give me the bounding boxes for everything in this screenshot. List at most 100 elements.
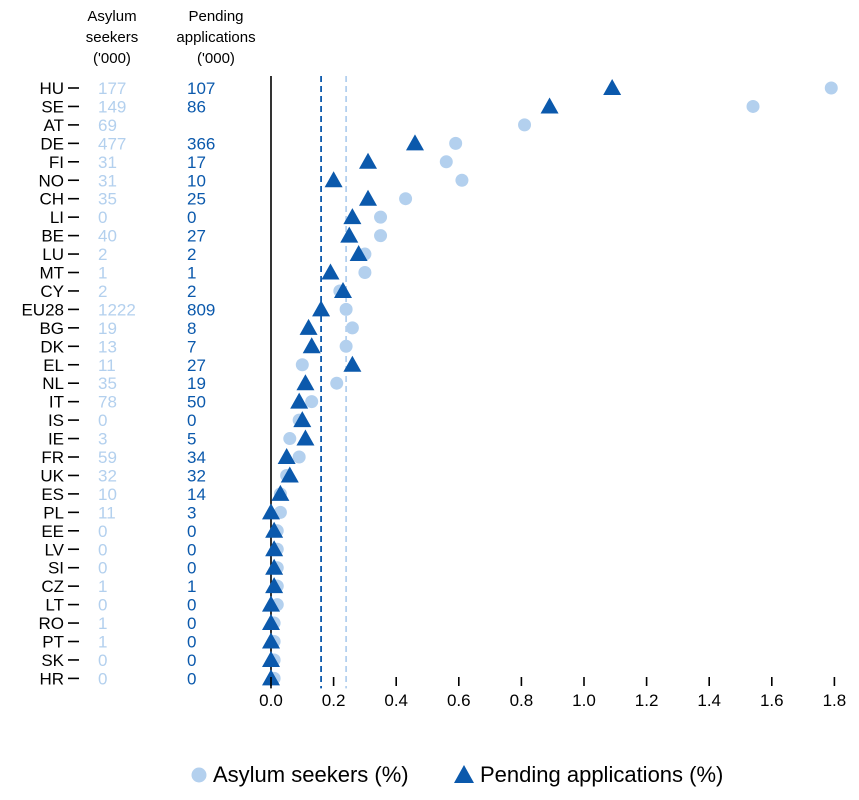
header-pending-line: applications: [176, 29, 255, 46]
asylum-seekers-value: 1: [98, 614, 107, 633]
asylum-seekers-value: 149: [98, 97, 126, 116]
pending-applications-value: 34: [187, 448, 206, 467]
country-label: SE: [41, 97, 64, 116]
pending-applications-point: [265, 521, 284, 538]
pending-applications-value: 3: [187, 503, 196, 522]
pending-applications-value: 0: [187, 596, 196, 615]
country-label: AT: [44, 116, 64, 135]
asylum-seekers-value: 0: [98, 669, 107, 688]
legend-pending-marker: [454, 765, 474, 783]
pending-applications-value: 0: [187, 669, 196, 688]
asylum-seekers-value: 19: [98, 319, 117, 338]
country-label: PL: [43, 503, 64, 522]
asylum-seekers-value: 35: [98, 190, 117, 209]
asylum-seekers-value: 1: [98, 633, 107, 652]
pending-applications-value: 0: [187, 522, 196, 541]
header-pending-line: ('000): [197, 50, 235, 67]
asylum-seekers-value: 0: [98, 651, 107, 670]
header-asylum-line: ('000): [93, 50, 131, 67]
x-tick-label: 0.8: [510, 691, 534, 710]
pending-applications-point: [333, 281, 352, 298]
pending-applications-point: [280, 466, 299, 483]
pending-applications-point: [405, 134, 424, 151]
asylum-seekers-point: [374, 210, 388, 224]
pending-applications-point: [265, 577, 284, 594]
pending-applications-point: [324, 171, 343, 188]
asylum-seekers-point: [295, 358, 309, 372]
pending-applications-value: 0: [187, 411, 196, 430]
country-label: SI: [48, 559, 64, 578]
country-label: LI: [50, 208, 64, 227]
x-tick-label: 0.0: [259, 691, 283, 710]
pending-applications-value: 27: [187, 356, 206, 375]
country-label: DK: [40, 337, 64, 356]
country-label: IE: [48, 430, 64, 449]
pending-applications-point: [312, 300, 331, 317]
pending-applications-point: [262, 632, 280, 649]
asylum-seekers-value: 0: [98, 540, 107, 559]
pending-applications-point: [262, 503, 280, 520]
country-label: LV: [44, 540, 64, 559]
asylum-seekers-value: 0: [98, 522, 107, 541]
asylum-seekers-point: [345, 321, 359, 335]
pending-applications-value: 27: [187, 227, 206, 246]
x-tick-label: 0.6: [447, 691, 471, 710]
asylum-seekers-value: 35: [98, 374, 117, 393]
legend-asylum-marker: [191, 767, 207, 783]
asylum-seekers-value: 11: [98, 356, 116, 375]
country-label: PT: [42, 633, 64, 652]
country-label: NL: [42, 374, 64, 393]
asylum-seekers-point: [305, 395, 319, 409]
asylum-seekers-value: 31: [98, 153, 117, 172]
pending-applications-value: 2: [187, 282, 196, 301]
asylum-seekers-point: [283, 432, 297, 446]
asylum-seekers-value: 10: [98, 485, 117, 504]
pending-applications-value: 14: [187, 485, 206, 504]
pending-applications-point: [265, 558, 284, 575]
country-label: HU: [39, 79, 64, 98]
asylum-seekers-point: [374, 229, 388, 243]
asylum-seekers-point: [358, 266, 372, 279]
x-tick-label: 0.2: [322, 691, 346, 710]
pending-applications-point: [271, 484, 290, 501]
country-label: EE: [41, 522, 64, 541]
asylum-seekers-point: [439, 155, 453, 169]
pending-applications-value: 0: [187, 614, 196, 633]
asylum-seekers-value: 1: [98, 264, 107, 283]
asylum-seekers-value: 13: [98, 337, 117, 356]
pending-applications-point: [349, 245, 368, 262]
country-label: BG: [39, 319, 64, 338]
asylum-seekers-value: 177: [98, 79, 126, 98]
asylum-seekers-point: [746, 99, 760, 113]
asylum-seekers-value: 2: [98, 282, 107, 301]
country-label: LU: [42, 245, 64, 264]
country-label: CH: [39, 190, 64, 209]
asylum-seekers-value: 3: [98, 430, 107, 449]
pending-applications-point: [262, 650, 280, 667]
asylum-seekers-value: 40: [98, 227, 117, 246]
header-pending-line: Pending: [188, 8, 243, 25]
asylum-seekers-value: 2: [98, 245, 107, 264]
pending-applications-value: 17: [187, 153, 206, 172]
country-label: FR: [41, 448, 64, 467]
pending-applications-value: 0: [187, 633, 196, 652]
asylum-seekers-point: [449, 136, 463, 150]
pending-applications-point: [299, 318, 318, 335]
pending-applications-value: 19: [187, 374, 206, 393]
pending-applications-value: 7: [187, 337, 196, 356]
country-label: IS: [48, 411, 64, 430]
asylum-seekers-point: [339, 339, 353, 353]
pending-applications-value: 2: [187, 245, 196, 264]
pending-applications-point: [343, 355, 362, 372]
country-label: RO: [39, 614, 65, 633]
pending-applications-point: [293, 411, 312, 428]
country-label: EL: [43, 356, 64, 375]
pending-applications-value: 32: [187, 466, 206, 485]
country-label: DE: [40, 134, 64, 153]
pending-applications-point: [265, 540, 284, 557]
country-label: UK: [40, 466, 64, 485]
pending-applications-point: [296, 374, 315, 391]
x-tick-label: 1.2: [635, 691, 659, 710]
